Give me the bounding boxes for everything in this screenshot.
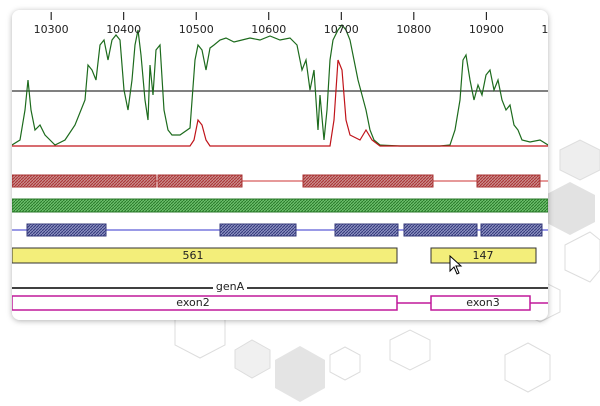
region-label: 561 (183, 249, 204, 262)
card (12, 10, 548, 320)
gene-label: genA (216, 280, 245, 293)
blue-track (12, 223, 548, 237)
ruler-label: 10500 (179, 23, 214, 36)
red-trace (12, 59, 548, 147)
ruler-label: 11000 (541, 23, 576, 36)
mouse-cursor (449, 254, 463, 275)
green-trace (12, 24, 548, 147)
exon[interactable] (12, 295, 398, 311)
exon-label: exon2 (176, 296, 209, 309)
region-label: 147 (473, 249, 494, 262)
ruler-label: 10600 (251, 23, 286, 36)
red-track (12, 174, 548, 188)
region-bar[interactable] (12, 247, 398, 264)
ruler-label: 10300 (34, 23, 69, 36)
ruler-label: 10400 (106, 23, 141, 36)
gene-label-bg (213, 281, 247, 293)
exon-label: exon3 (466, 296, 499, 309)
ruler-label: 10700 (324, 23, 359, 36)
region-bar[interactable] (430, 247, 537, 264)
exon-track (12, 295, 548, 311)
browser-view: 561 147 genA exon2 exon3 10300 10400 10500… (12, 12, 576, 311)
green-track (12, 198, 548, 213)
ruler-label: 10900 (469, 23, 504, 36)
exon[interactable] (430, 295, 531, 311)
background-hexagons (174, 139, 600, 402)
ruler-label: 10800 (396, 23, 431, 36)
